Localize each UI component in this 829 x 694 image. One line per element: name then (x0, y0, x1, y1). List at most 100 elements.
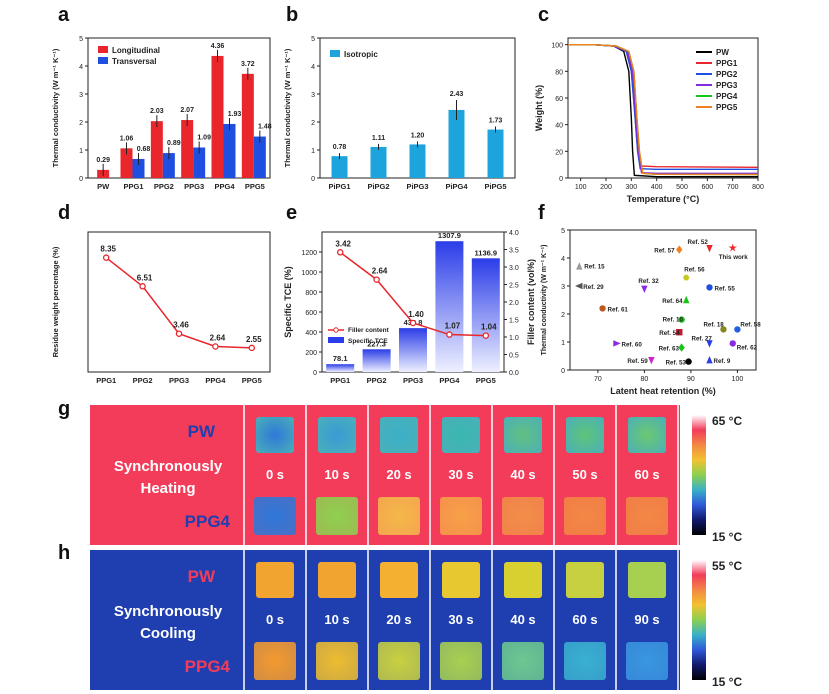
point-label: Ref. 57 (654, 248, 675, 255)
data-point (676, 245, 683, 254)
legend-label: PPG2 (716, 70, 738, 79)
caption-line-1: Synchronously (114, 458, 223, 475)
data-label: 1.06 (120, 135, 134, 142)
data-label: 2.03 (150, 108, 164, 115)
chart-e-tce-dual-axis: 0 200 400 600 800 1000 1200 0.0 0.5 1.0 1.5 2.0 2.5 3… (283, 230, 536, 385)
sample-ppg4-1 (316, 497, 358, 535)
chart-d-residue-line: Residue weight percentage (%) PPG1 8.35 PPG… (51, 231, 271, 385)
legend-swatch (330, 50, 340, 57)
x-tick-label: PPG1 (123, 182, 143, 191)
y-axis-label: Weight (%) (534, 85, 544, 131)
x-tick-label: 800 (752, 184, 764, 191)
thermal-svg: 0 s 10 s 20 s 30 s 40 s 60 s 90 s PW Synchronous… (90, 550, 742, 690)
legend-swatch (328, 337, 344, 343)
x-tick-label: PPG4 (214, 182, 235, 191)
point-label: Ref. 18 (703, 321, 724, 328)
data-point (678, 343, 685, 352)
data-label: 1.11 (372, 135, 385, 142)
y-tick-label: 1000 (301, 270, 317, 277)
panel-letter-a: a (58, 4, 70, 26)
time-label: 40 s (510, 467, 535, 482)
data-point (175, 330, 183, 337)
data-label: 0.29 (96, 157, 110, 164)
bar-transversal (162, 153, 175, 178)
sample-ppg4-6 (626, 642, 668, 680)
legend-swatch (98, 46, 108, 53)
point-label: Ref. 53 (666, 360, 687, 367)
time-label: 30 s (448, 612, 473, 627)
sample-pw-6 (628, 417, 666, 453)
y-tick-label: 0 (311, 176, 315, 183)
sample-pw-5 (566, 417, 604, 453)
data-label: 8.35 (100, 245, 116, 254)
legend-label: Transversal (112, 57, 156, 66)
caption-line-1: Synchronously (114, 603, 223, 620)
data-point (212, 343, 219, 350)
data-point (685, 358, 692, 365)
data-point (482, 332, 490, 339)
sample-ppg4-2 (378, 497, 420, 535)
sample-pw-1 (318, 562, 356, 598)
data-label-line: 3.42 (335, 239, 351, 248)
panel-letter-g: g (58, 398, 71, 420)
legend-label: Filler content (348, 327, 390, 334)
point-label: Ref. 59 (627, 358, 648, 365)
y2-tick-label: 1.0 (509, 335, 519, 342)
bar-specific-tce (399, 328, 427, 372)
data-point (728, 243, 738, 252)
sample-pw-2 (380, 562, 418, 598)
point-label: Ref. 9 (714, 358, 731, 365)
sample-label-bottom: PPG4 (185, 512, 231, 531)
y-tick-label: 80 (555, 69, 563, 76)
x-tick-label: PPG2 (154, 182, 174, 191)
point-label: Ref. 32 (638, 278, 659, 285)
x-tick-label: 80 (641, 376, 649, 383)
y-tick-label: 5 (79, 36, 83, 43)
legend-label: PW (716, 48, 729, 57)
legend-label: Longitudinal (112, 46, 160, 55)
legend-label: Specific TCE (348, 338, 388, 345)
sample-ppg4-4 (502, 642, 544, 680)
y-tick-label: 4 (561, 256, 565, 263)
y-tick-label: 5 (561, 228, 565, 235)
time-label: 10 s (324, 467, 349, 482)
bar-specific-tce (362, 349, 391, 372)
data-label: 2.64 (210, 333, 226, 342)
y-tick-label: 0 (559, 176, 563, 183)
time-label: 60 s (634, 467, 659, 482)
y-tick-label: 200 (305, 350, 317, 357)
x-tick-label: 100 (732, 376, 744, 383)
point-label: Ref. 52 (688, 239, 709, 246)
y2-tick-label: 2.0 (509, 300, 519, 307)
time-label: 0 s (266, 467, 284, 482)
data-label-line: 1.04 (481, 323, 497, 332)
legend-label: PPG3 (716, 81, 738, 90)
y-tick-label: 2 (311, 120, 315, 127)
x-tick-label: 100 (575, 184, 587, 191)
y-axis-label: Thermal conductivity (W m⁻¹ K⁻¹) (51, 48, 60, 167)
point-label: Ref. 61 (608, 306, 629, 313)
sample-ppg4-5 (564, 642, 606, 680)
data-label: 0.68 (137, 146, 151, 153)
y-tick-label: 1200 (301, 250, 317, 257)
data-label: 3.72 (241, 61, 255, 68)
data-point (729, 340, 736, 347)
x-tick-label: PPG4 (439, 376, 460, 385)
data-point (613, 340, 621, 347)
point-label: Ref. 62 (737, 344, 758, 351)
time-label: 10 s (324, 612, 349, 627)
chart-f-scatter-comparison: 0 1 2 3 4 5 70 80 90 100 Latent heat retention (%)… (541, 228, 761, 396)
time-label: 90 s (634, 612, 659, 627)
x-tick-label: PPG1 (96, 376, 116, 385)
sample-ppg4-3 (440, 497, 482, 535)
data-label-bar: 1307.9 (438, 231, 461, 240)
data-point (599, 305, 606, 312)
bar-isotropic (448, 109, 465, 178)
sample-ppg4-1 (316, 642, 358, 680)
y2-tick-label: 0.0 (509, 370, 519, 377)
data-label-bar: 227.3 (367, 339, 386, 348)
point-label: Ref. 55 (715, 285, 736, 292)
x-tick-label: PPG3 (403, 376, 423, 385)
data-point (575, 282, 583, 290)
bar-transversal (253, 136, 266, 178)
